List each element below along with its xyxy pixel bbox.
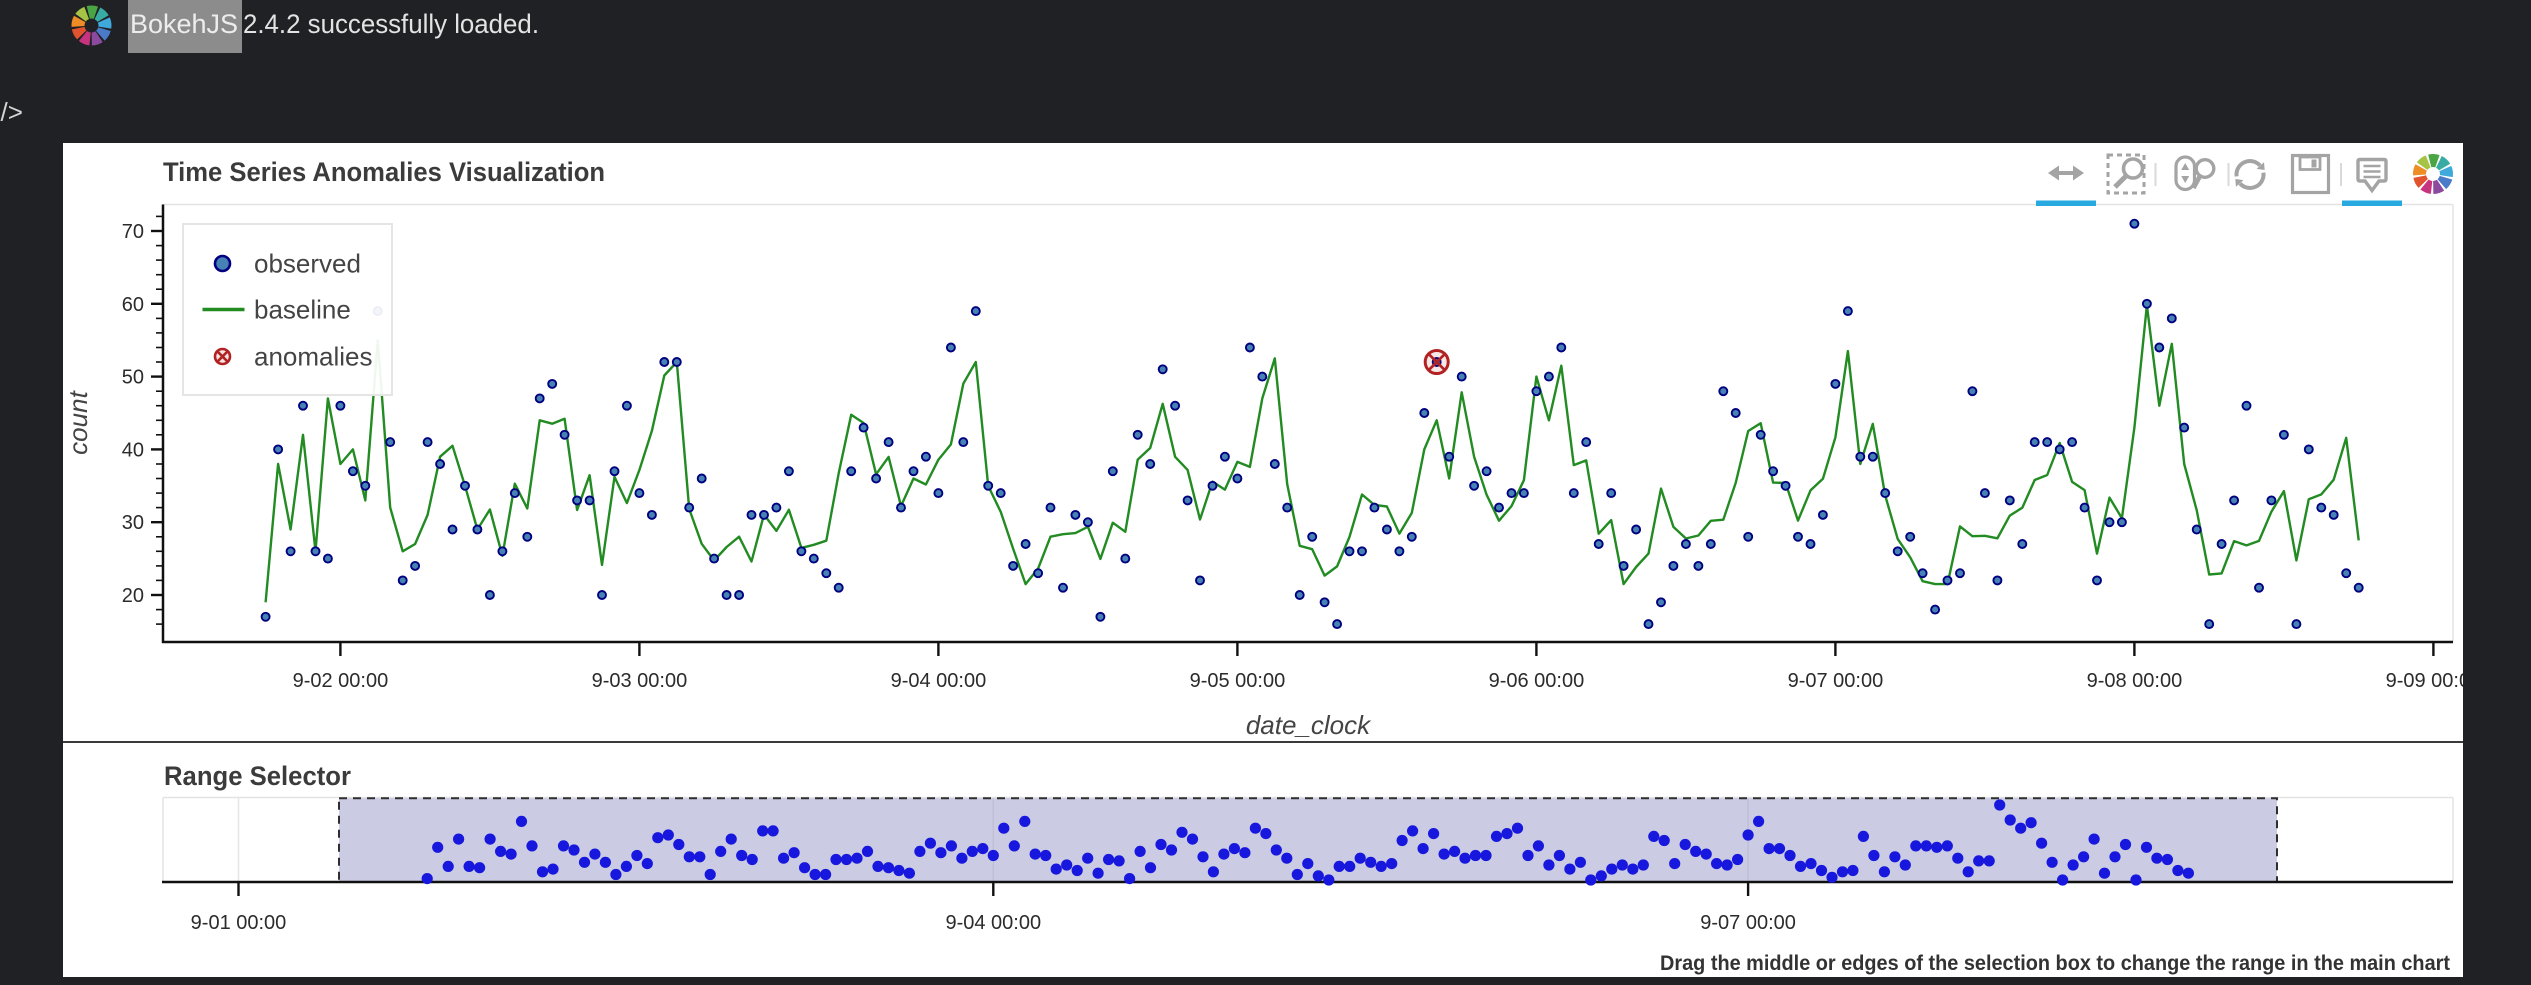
svg-text:50: 50 — [122, 367, 144, 389]
svg-text:baseline: baseline — [254, 295, 351, 325]
svg-text:9-07 00:00: 9-07 00:00 — [1788, 670, 1884, 692]
svg-text:2.4.2 successfully loaded.: 2.4.2 successfully loaded. — [243, 9, 539, 39]
svg-text:60: 60 — [122, 294, 144, 316]
svg-text:count: count — [63, 389, 93, 454]
svg-text:BokehJS: BokehJS — [130, 9, 238, 39]
svg-text:9-03 00:00: 9-03 00:00 — [592, 670, 688, 692]
svg-text:20: 20 — [122, 585, 144, 607]
svg-text:9-08 00:00: 9-08 00:00 — [2087, 670, 2183, 692]
svg-text:70: 70 — [122, 221, 144, 243]
svg-text:9-04 00:00: 9-04 00:00 — [945, 912, 1041, 934]
svg-text:date_clock: date_clock — [1246, 710, 1372, 740]
svg-text:observed: observed — [254, 249, 361, 279]
svg-text:9-07 00:00: 9-07 00:00 — [1700, 912, 1796, 934]
svg-text:30: 30 — [122, 512, 144, 534]
svg-text:Time Series Anomalies Visualiz: Time Series Anomalies Visualization — [163, 157, 605, 187]
svg-text:9-01 00:00: 9-01 00:00 — [191, 912, 287, 934]
svg-text:/>: /> — [1, 97, 23, 127]
svg-text:anomalies: anomalies — [254, 342, 373, 372]
svg-text:9-06 00:00: 9-06 00:00 — [1489, 670, 1585, 692]
svg-text:9-04 00:00: 9-04 00:00 — [891, 670, 987, 692]
svg-text:40: 40 — [122, 439, 144, 461]
svg-text:9-09 00:00: 9-09 00:00 — [2386, 670, 2482, 692]
svg-text:Drag the middle or edges of th: Drag the middle or edges of the selectio… — [1660, 952, 2450, 975]
svg-text:9-02 00:00: 9-02 00:00 — [293, 670, 389, 692]
svg-text:9-05 00:00: 9-05 00:00 — [1190, 670, 1286, 692]
svg-text:Range Selector: Range Selector — [164, 761, 351, 791]
